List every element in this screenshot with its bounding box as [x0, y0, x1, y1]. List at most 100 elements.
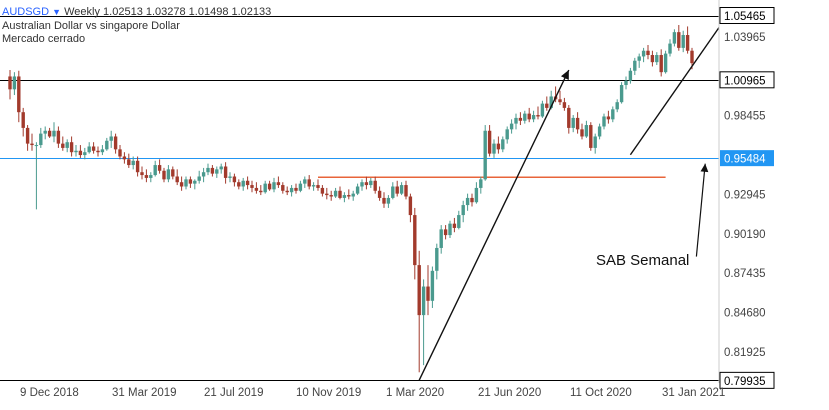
- candle-body: [404, 185, 408, 197]
- candle: [369, 177, 373, 188]
- candle-body: [8, 76, 12, 90]
- candle: [201, 167, 206, 183]
- candle: [272, 177, 276, 193]
- candle: [267, 180, 272, 191]
- candle: [259, 185, 263, 196]
- trend-line-1[interactable]: [418, 69, 570, 381]
- candle-body: [25, 127, 30, 144]
- candle: [487, 125, 492, 157]
- candle-body: [685, 35, 690, 51]
- candle-body: [457, 215, 461, 228]
- candle: [602, 113, 606, 130]
- candle: [505, 126, 509, 144]
- price-marker[interactable]: 1.05465: [719, 7, 775, 25]
- candle-body: [193, 180, 197, 184]
- candle: [545, 96, 549, 111]
- symbol-label[interactable]: AUDSGD: [2, 6, 50, 18]
- candle: [408, 193, 413, 223]
- candle: [17, 70, 21, 123]
- candle: [637, 53, 641, 68]
- candle-body: [602, 116, 606, 127]
- candle: [162, 167, 166, 183]
- candle: [501, 136, 505, 153]
- price-marker[interactable]: 0.79935: [719, 371, 775, 389]
- candle-body: [448, 223, 452, 236]
- candle-body: [12, 76, 17, 90]
- candle-body: [571, 117, 575, 128]
- candle-body: [584, 125, 589, 137]
- candle-body: [355, 186, 360, 194]
- candle: [232, 173, 237, 187]
- candle: [514, 113, 518, 130]
- candle-body: [593, 136, 597, 148]
- price-tick-label: 0.98455: [724, 111, 766, 123]
- candle-body: [347, 195, 351, 197]
- candle: [382, 192, 386, 208]
- candle-body: [144, 175, 149, 178]
- candle-body: [549, 96, 553, 108]
- candle-body: [628, 70, 633, 81]
- candle-body: [311, 185, 316, 187]
- candle-body: [201, 172, 206, 177]
- candle-body: [461, 205, 465, 216]
- candle-body: [399, 185, 404, 194]
- candle-body: [289, 187, 294, 193]
- candle: [122, 152, 127, 164]
- candle: [672, 29, 677, 47]
- candle: [65, 139, 69, 153]
- candle-body: [597, 126, 602, 137]
- candle-body: [470, 197, 474, 203]
- candle-body: [426, 286, 430, 301]
- candle-body: [69, 142, 74, 153]
- candle: [677, 25, 681, 51]
- candle: [12, 72, 17, 96]
- candle-body: [294, 187, 298, 191]
- candle-body: [56, 130, 61, 144]
- candle-body: [417, 265, 421, 316]
- price-marker[interactable]: 0.95484: [720, 150, 774, 167]
- candle-body: [681, 35, 685, 48]
- annotation-arrowhead: [700, 163, 709, 173]
- candle: [263, 180, 267, 194]
- candle-body: [285, 190, 289, 193]
- candle: [316, 179, 320, 191]
- candle-body: [131, 160, 135, 166]
- candle: [399, 182, 404, 196]
- candle: [34, 142, 39, 210]
- time-tick-label: 21 Jun 2020: [478, 387, 541, 399]
- candle: [580, 123, 584, 140]
- candle: [43, 126, 47, 140]
- annotation-arrow[interactable]: [695, 163, 706, 257]
- candle-body: [668, 43, 672, 54]
- time-axis[interactable]: 9 Dec 2018 31 Mar 2019 21 Jul 2019 10 Nov 2…: [20, 387, 725, 399]
- candle-body: [637, 56, 641, 61]
- candle-body: [360, 182, 364, 187]
- candle: [157, 159, 162, 174]
- candle-body: [135, 160, 140, 173]
- price-tick-label: 0.81925: [724, 347, 766, 359]
- candle: [303, 176, 307, 188]
- candle: [245, 176, 250, 190]
- candle: [470, 193, 474, 207]
- price-axis[interactable]: 1.03965 0.98455 0.92945 0.90190 0.87435 0.846…: [718, 0, 829, 405]
- candle: [479, 176, 483, 194]
- candle: [474, 182, 479, 204]
- candle-body: [149, 175, 153, 178]
- candle: [355, 183, 360, 196]
- candle: [69, 136, 74, 157]
- candle: [210, 165, 215, 177]
- candle: [294, 183, 298, 194]
- candle-body: [408, 196, 413, 216]
- candle: [531, 110, 536, 123]
- candle-body: [179, 182, 184, 187]
- candle-body: [575, 117, 580, 130]
- candle-body: [223, 166, 228, 178]
- price-marker[interactable]: 1.00965: [719, 71, 775, 89]
- candle-body: [157, 165, 162, 171]
- trend-line-2[interactable]: [629, 15, 728, 156]
- candle: [347, 189, 351, 200]
- candle: [241, 177, 245, 191]
- triangle-down-icon[interactable]: ▼: [52, 7, 62, 17]
